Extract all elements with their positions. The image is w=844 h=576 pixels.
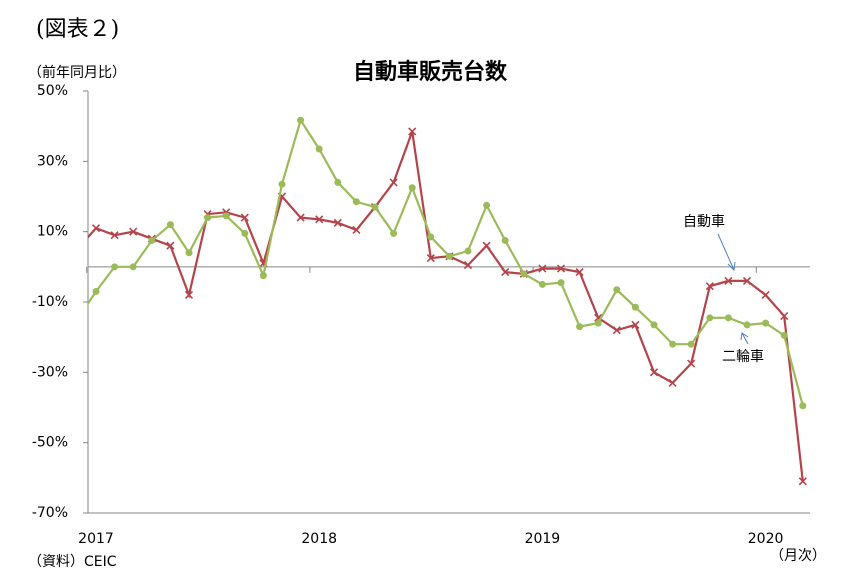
point: [482, 241, 491, 250]
x-axis-label: （月次）: [770, 548, 826, 564]
point: [520, 270, 528, 278]
y-tick-label: 30%: [37, 153, 68, 169]
point: [110, 231, 119, 240]
point: [129, 263, 137, 271]
point: [538, 280, 546, 288]
plot-area: [74, 116, 807, 486]
point: [705, 282, 714, 291]
point: [799, 402, 807, 410]
point: [166, 221, 174, 229]
point: [259, 272, 267, 280]
x-tick-label: 2017: [78, 531, 114, 547]
point: [427, 233, 435, 241]
point: [315, 145, 323, 153]
point: [333, 218, 342, 227]
point: [669, 340, 677, 348]
point: [111, 263, 119, 271]
point: [743, 321, 751, 329]
series-line: [88, 117, 804, 407]
point: [631, 303, 639, 311]
y-tick-label: 50%: [37, 83, 68, 99]
point: [408, 127, 417, 136]
point: [575, 268, 584, 277]
point: [408, 184, 416, 192]
point: [184, 290, 194, 300]
point: [501, 268, 510, 277]
point: [148, 236, 156, 244]
figure-label: (図表２): [36, 17, 119, 42]
point: [798, 477, 807, 486]
point: [74, 246, 81, 253]
point: [352, 225, 361, 234]
y-tick-label: -30%: [32, 364, 68, 380]
point: [445, 252, 453, 260]
point: [464, 247, 472, 255]
point: [297, 116, 305, 124]
x-tick-label: 2019: [525, 531, 561, 547]
point: [557, 279, 565, 287]
point: [762, 319, 770, 327]
point: [594, 319, 602, 327]
y-axis-label: （前年同月比）: [28, 64, 126, 81]
point: [631, 320, 640, 329]
point: [241, 229, 249, 237]
y-tick-label: -10%: [32, 294, 68, 310]
point: [556, 264, 566, 273]
point: [612, 326, 621, 335]
point: [649, 368, 659, 377]
series-annotation: 自動車: [683, 213, 725, 230]
series-annotation: 二輪車: [722, 348, 764, 365]
chart-title: 自動車販売台数: [353, 59, 508, 85]
point: [371, 203, 379, 211]
point: [613, 286, 621, 294]
point: [780, 312, 789, 321]
point: [576, 323, 584, 331]
source: （資料）CEIC: [28, 554, 117, 570]
x-tick-label: 2018: [301, 531, 337, 547]
point: [296, 213, 305, 222]
point: [426, 253, 435, 263]
point: [780, 331, 788, 339]
point: [390, 229, 398, 237]
point: [463, 261, 473, 270]
point: [74, 316, 81, 323]
point: [222, 212, 230, 220]
point: [724, 276, 733, 285]
point: [706, 314, 714, 322]
point: [761, 290, 770, 300]
point: [742, 276, 752, 285]
point: [315, 215, 324, 224]
point: [334, 178, 342, 186]
point: [92, 287, 100, 295]
y-tick-label: -70%: [32, 505, 68, 521]
point: [185, 249, 193, 257]
point: [538, 264, 547, 273]
x-tick-label: 2020: [748, 531, 784, 547]
point: [352, 198, 360, 206]
point: [724, 314, 732, 322]
point: [483, 201, 491, 209]
series-line: [88, 131, 804, 482]
annotation-arrow: [740, 332, 749, 345]
y-tick-label: 10%: [37, 224, 68, 240]
point: [240, 213, 249, 222]
point: [278, 180, 286, 188]
point: [204, 214, 212, 222]
point: [650, 321, 658, 329]
point: [129, 227, 138, 236]
point: [687, 359, 696, 368]
point: [389, 178, 398, 187]
annotation-arrow: [717, 233, 736, 272]
point: [91, 224, 101, 233]
y-tick-label: -50%: [32, 435, 68, 451]
point: [501, 236, 509, 244]
point: [687, 340, 695, 348]
point: [166, 241, 175, 250]
point: [668, 378, 677, 387]
